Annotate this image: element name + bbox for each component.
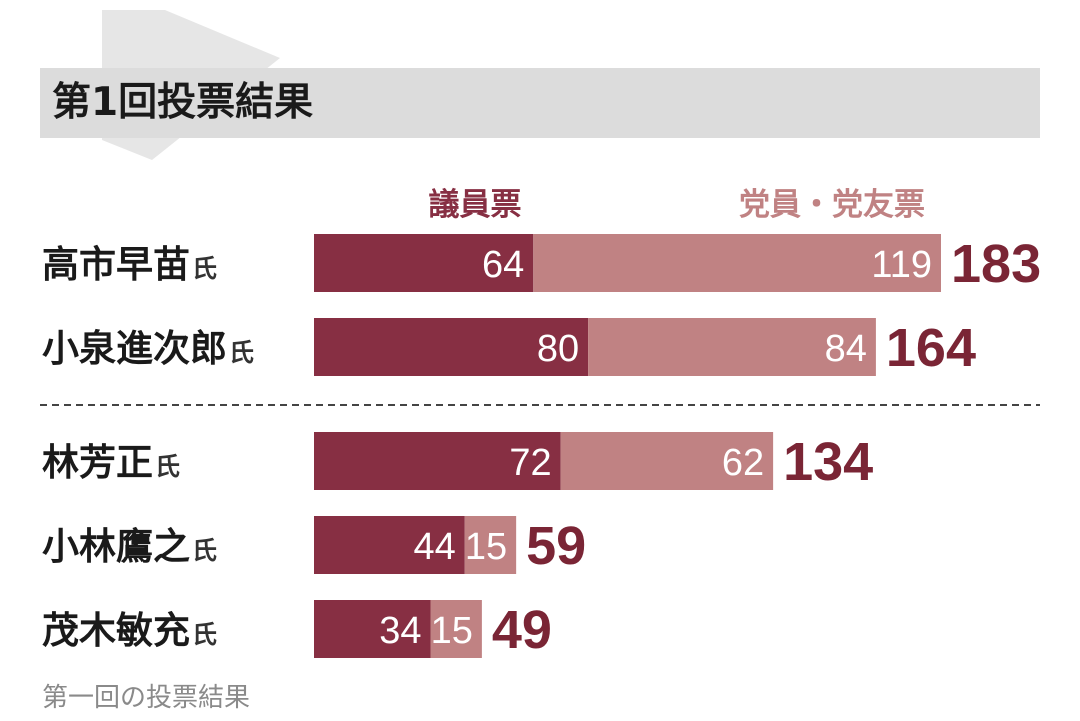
candidate-name: 高市早苗氏 — [42, 243, 217, 286]
value-label-diet-members: 80 — [537, 328, 579, 370]
legend-label-diet-members: 議員票 — [429, 187, 522, 223]
candidate-name: 茂木敏充氏 — [42, 609, 217, 652]
candidate-name: 小泉進次郎氏 — [42, 327, 254, 370]
value-label-party-members: 119 — [871, 244, 932, 286]
bar-party-members — [464, 516, 517, 574]
candidate-name: 林芳正氏 — [42, 441, 180, 484]
value-label-party-members: 84 — [825, 328, 867, 370]
value-label-diet-members: 64 — [482, 244, 524, 286]
total-label: 59 — [526, 516, 586, 576]
bar-diet-members — [314, 318, 589, 376]
candidate-name-suffix: 氏 — [192, 536, 217, 565]
total-label: 49 — [492, 600, 552, 660]
candidate-name-suffix: 氏 — [192, 254, 217, 283]
bar-party-members — [533, 234, 941, 292]
candidate-name-suffix: 氏 — [155, 452, 180, 481]
candidate-name-suffix: 氏 — [229, 338, 254, 367]
bar-diet-members — [314, 234, 534, 292]
value-label-diet-members: 72 — [509, 442, 551, 484]
candidate-name: 小林鷹之氏 — [42, 525, 217, 568]
total-label: 164 — [886, 318, 976, 378]
legend-label-party-members: 党員・党友票 — [739, 187, 925, 223]
title-band — [40, 68, 1040, 138]
candidate-name-suffix: 氏 — [192, 620, 217, 649]
total-label: 183 — [951, 234, 1041, 294]
value-label-diet-members: 34 — [379, 610, 421, 652]
value-label-party-members: 62 — [722, 442, 764, 484]
chart-title: 第1回投票結果 — [52, 80, 314, 125]
bar-diet-members — [314, 516, 465, 574]
total-label: 134 — [783, 432, 873, 492]
bar-party-members — [430, 600, 482, 658]
caption: 第一回の投票結果 — [42, 683, 251, 713]
bar-diet-members — [314, 432, 561, 490]
value-label-diet-members: 44 — [413, 526, 455, 568]
value-label-party-members: 15 — [465, 526, 507, 568]
bar-diet-members — [314, 600, 431, 658]
bar-party-members — [588, 318, 876, 376]
value-label-party-members: 15 — [431, 610, 473, 652]
bar-party-members — [560, 432, 774, 490]
